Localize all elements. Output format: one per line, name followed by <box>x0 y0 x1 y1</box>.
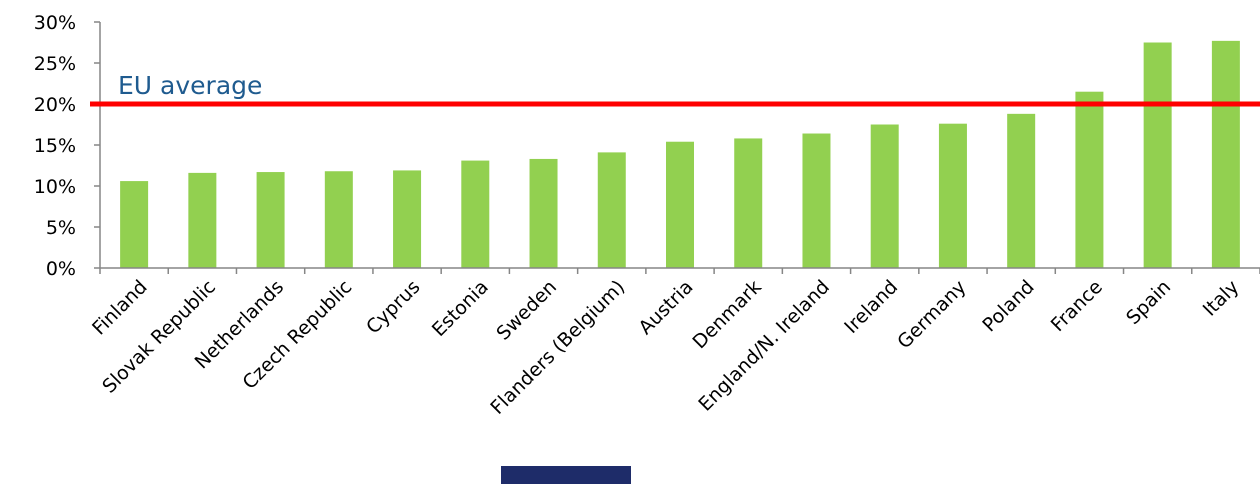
y-tick-label: 10% <box>34 176 76 198</box>
bar-france <box>1075 91 1104 268</box>
x-category-label: Slovak Republic <box>98 276 220 398</box>
y-tick-label: 5% <box>46 217 76 239</box>
x-category-label: Spain <box>1122 276 1175 329</box>
y-tick-label: 20% <box>34 94 76 116</box>
bar-flanders-belgium <box>597 152 626 268</box>
x-category-label: Flanders (Belgium) <box>486 276 629 419</box>
x-category-label: Germany <box>893 276 970 353</box>
bar-austria <box>666 141 694 268</box>
bar-italy <box>1211 40 1240 268</box>
x-category-label: Sweden <box>492 276 561 345</box>
x-category-label: Ireland <box>840 276 902 338</box>
x-category-label: Estonia <box>428 276 493 341</box>
bar-netherlands <box>256 172 285 268</box>
eu-average-label: EU average <box>118 71 262 100</box>
bar-finland <box>120 181 149 268</box>
bar-czech-republic <box>324 171 353 268</box>
y-tick-label: 0% <box>46 258 76 280</box>
footer-logo-block <box>501 466 631 484</box>
y-axis-ticks: 0% 5% 10% 15% 20% 25% 30% <box>34 12 100 280</box>
bar-slovak-republic <box>188 172 217 268</box>
x-category-label: Cyprus <box>362 276 424 338</box>
bar-spain <box>1143 42 1172 268</box>
bar-ireland <box>870 124 899 268</box>
bar-england-n-ireland <box>802 133 831 268</box>
y-tick-label: 25% <box>34 53 76 75</box>
x-category-label: Austria <box>635 276 698 339</box>
bars-group <box>120 40 1240 269</box>
bar-estonia <box>461 160 490 268</box>
bar-denmark <box>734 138 763 268</box>
y-tick-label: 15% <box>34 135 76 157</box>
x-category-label: France <box>1047 276 1107 336</box>
x-category-label: Italy <box>1199 276 1244 321</box>
x-category-label: Poland <box>978 276 1038 336</box>
x-category-label: Finland <box>88 276 152 340</box>
x-category-label: England/N. Ireland <box>694 276 834 416</box>
bar-cyprus <box>393 170 422 268</box>
bar-germany <box>938 123 967 269</box>
bar-sweden <box>529 158 558 268</box>
eu-average-reference: EU average <box>90 71 1260 107</box>
y-tick-label: 30% <box>34 12 76 34</box>
bar-poland <box>1007 113 1036 268</box>
